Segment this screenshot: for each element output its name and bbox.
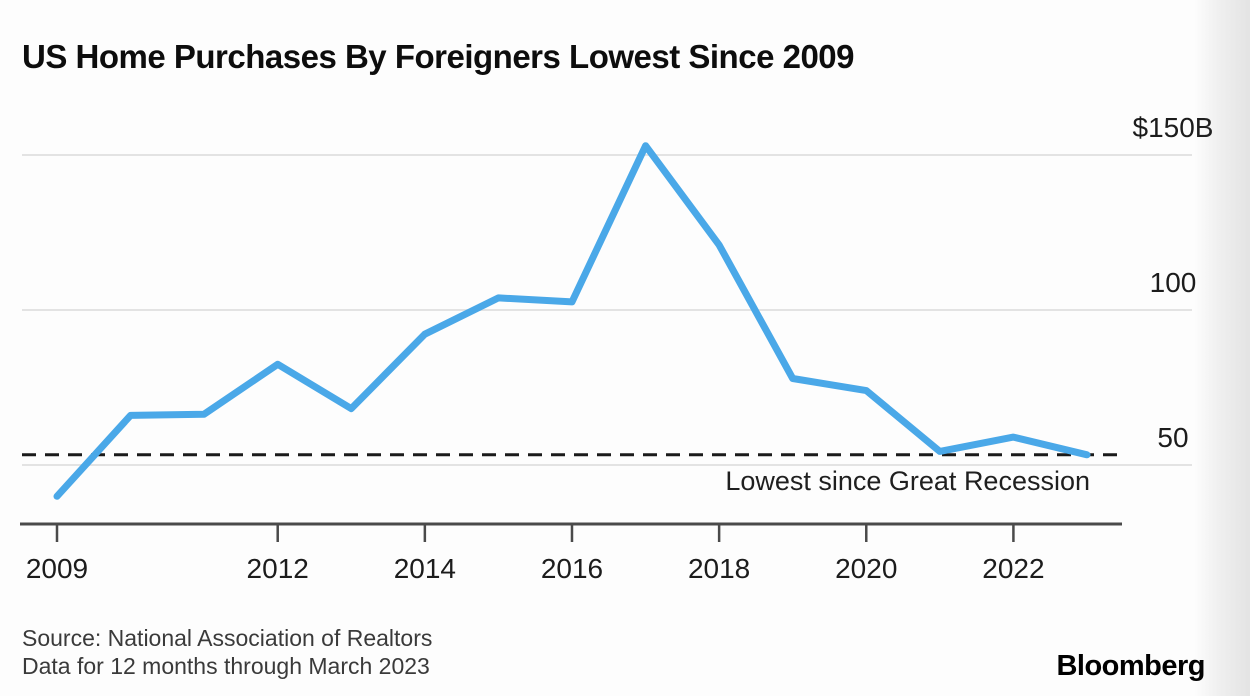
x-axis-group: 2009 2012 2014 2016 2018 2020 2022 [20,522,1122,584]
x-tick-label: 2012 [247,553,309,584]
x-tick-label: 2018 [688,553,750,584]
x-tick-label: 2009 [26,553,88,584]
data-series-group [53,142,1091,500]
source-line-1: Source: National Association of Realtors [22,625,433,651]
x-tick-label: 2014 [394,553,456,584]
y-tick-label: $150B [1133,112,1214,143]
y-tick-label: 50 [1157,422,1188,453]
y-tick-label: 100 [1150,267,1197,298]
source-line-2: Data for 12 months through March 2023 [22,653,430,679]
x-tick-label: 2016 [541,553,603,584]
source-note: Source: National Association of Realtors… [22,624,432,680]
reference-line-annotation: Lowest since Great Recession [725,466,1090,496]
chart-title: US Home Purchases By Foreigners Lowest S… [22,38,855,75]
x-tick-label: 2020 [835,553,897,584]
gridlines-group [22,154,1192,466]
data-line [53,142,1091,500]
y-axis-labels-group: $150B 100 50 [1133,112,1214,453]
x-tick-label: 2022 [982,553,1044,584]
bloomberg-logo: Bloomberg [1056,650,1205,682]
